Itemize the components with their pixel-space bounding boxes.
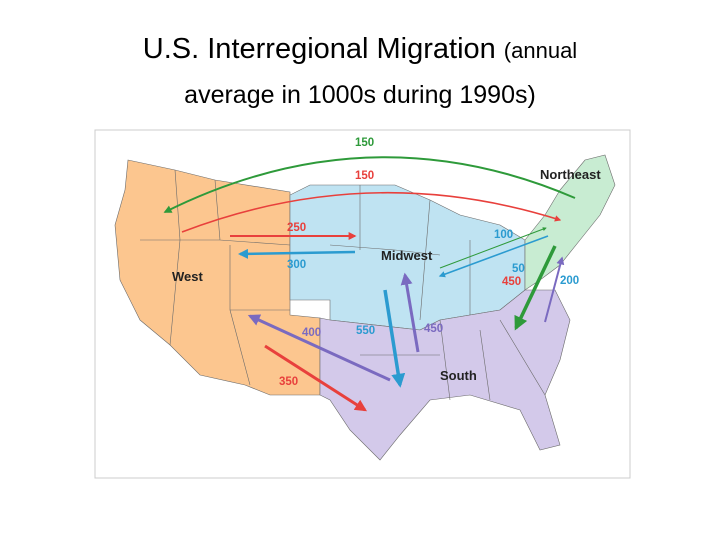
- map: West Midwest South Northeast 150 150 250…: [94, 129, 631, 479]
- flow-labels: 150 150 250 300 100 50 450 200 400 550 4…: [279, 137, 579, 388]
- flow-label: 150: [355, 137, 374, 149]
- region-label: Northeast: [540, 167, 601, 182]
- flow-arrow: [438, 235, 549, 278]
- title-note: (annual: [504, 38, 577, 63]
- flow-label: 100: [494, 229, 513, 241]
- region-label: South: [440, 368, 477, 383]
- flow-arrow: [544, 256, 565, 323]
- flow-label: 400: [302, 327, 321, 339]
- title-main: U.S. Interregional Migration: [143, 33, 496, 65]
- region-label: Midwest: [381, 248, 433, 263]
- flow-arrow: [439, 227, 547, 269]
- flow-arrow: [383, 289, 406, 388]
- flow-label: 200: [560, 275, 579, 287]
- flow-label: 250: [287, 222, 306, 234]
- flow-arrow: [181, 191, 562, 233]
- flow-arrow: [238, 248, 356, 259]
- flow-arrow: [400, 272, 420, 353]
- flow-label: 150: [355, 170, 374, 182]
- flow-label: 50: [512, 263, 525, 275]
- west-region: [114, 159, 321, 396]
- flow-label: 450: [424, 323, 443, 335]
- flow-arrow: [247, 314, 391, 382]
- flow-label: 450: [502, 276, 521, 288]
- state-lines: [140, 169, 546, 401]
- flow-label: 350: [279, 376, 298, 388]
- title: U.S. Interregional Migration (annual: [143, 33, 577, 65]
- flow-arrow: [264, 344, 368, 412]
- region-label: West: [172, 269, 203, 284]
- flow-arrow: [163, 156, 576, 213]
- flow-arrow: [514, 245, 557, 331]
- subtitle: average in 1000s during 1990s): [184, 81, 536, 109]
- flow-label: 550: [356, 325, 375, 337]
- flow-label: 300: [287, 259, 306, 271]
- flow-arrows: [163, 156, 576, 412]
